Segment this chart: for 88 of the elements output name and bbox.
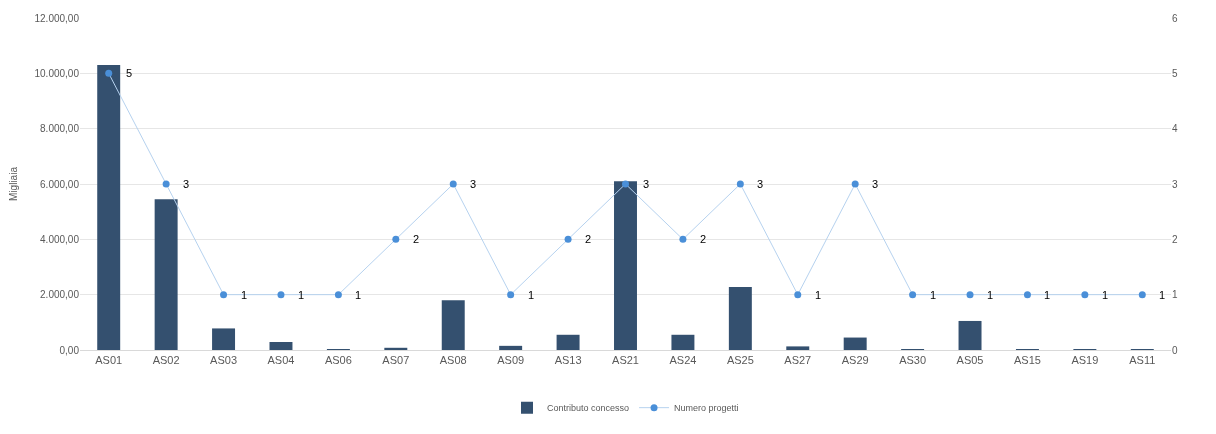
bar [728,286,752,350]
x-tick-label: AS24 [669,354,697,367]
data-label: 1 [1044,289,1051,301]
bar [97,65,121,350]
point [1138,291,1146,299]
y-tick-label: 2.000,00 [40,289,80,301]
point [392,235,400,243]
bar [384,347,408,350]
data-label: 1 [1102,289,1109,301]
data-label: 3 [757,178,764,190]
point [334,291,342,299]
data-label: 1 [298,289,305,301]
y2-tick-label: 2 [1172,233,1178,245]
point [162,180,170,188]
point [277,291,285,299]
point [966,291,974,299]
data-label: 1 [528,289,535,301]
x-tick-label: AS15 [1013,354,1041,367]
x-tick-label: AS30 [899,354,927,367]
point [909,291,917,299]
data-label: 1 [815,289,822,301]
x-tick-label: AS05 [956,354,984,367]
data-label: 3 [470,178,477,190]
x-tick-label: AS25 [726,354,754,367]
x-tick-label: AS08 [439,354,467,367]
data-label: 1 [930,289,937,301]
data-label: 3 [643,178,650,190]
bar [843,337,867,350]
data-label: 1 [1159,289,1166,301]
point [1023,291,1031,299]
data-label: 1 [241,289,248,301]
bar [441,300,465,350]
point [105,69,113,77]
bar [614,181,637,350]
data-label: 2 [413,233,420,245]
data-label: 2 [700,233,707,245]
point [794,291,802,299]
bar [212,328,236,350]
point [622,180,629,188]
y2-tick-label: 1 [1172,289,1178,301]
y2-tick-label: 3 [1172,178,1178,190]
data-label: 1 [987,289,994,301]
x-tick-label: AS19 [1071,354,1099,367]
y2-tick-label: 5 [1172,67,1178,79]
data-label: 2 [585,233,592,245]
y2-tick-label: 6 [1172,12,1178,24]
point [449,180,457,188]
y-tick-label: 4.000,00 [40,233,80,245]
x-tick-label: AS01 [95,354,123,367]
y2-tick-label: 4 [1172,123,1178,135]
bar [958,320,982,350]
x-tick-label: AS29 [841,354,869,367]
x-tick-label: AS13 [554,354,582,367]
point [851,180,859,188]
x-tick-label: AS02 [152,354,180,367]
x-tick-label: AS09 [497,354,525,367]
x-tick-label: AS03 [210,354,238,367]
bar [556,334,580,350]
y2-tick-label: 0 [1172,344,1178,356]
bar [269,341,293,350]
bar [154,199,178,350]
y-tick-label: 0,00 [59,344,80,356]
bar [786,346,810,350]
y-tick-label: 10.000,00 [34,67,80,79]
x-tick-label: AS07 [382,354,410,367]
x-tick-label: AS04 [267,354,295,367]
data-label: 3 [872,178,879,190]
point [679,235,687,243]
point [507,291,515,299]
point [564,235,572,243]
legend-label: Numero progetti [674,403,739,414]
data-label: 1 [355,289,362,301]
point [220,291,228,299]
x-tick-label: AS06 [324,354,352,367]
point [1081,291,1089,299]
y-axis-title: Migliaia [7,166,19,201]
x-tick-label: AS21 [612,354,639,367]
bar [671,334,695,350]
bar [499,345,523,350]
y-tick-label: 8.000,00 [40,123,80,135]
x-tick-label: AS11 [1129,354,1156,367]
legend-label: Contributo concesso [547,403,630,414]
y-tick-label: 6.000,00 [40,178,80,190]
x-tick-label: AS27 [784,354,812,367]
data-label: 3 [183,178,190,190]
data-label: 5 [126,67,133,79]
y-tick-label: 12.000,00 [34,12,80,24]
point [736,180,744,188]
